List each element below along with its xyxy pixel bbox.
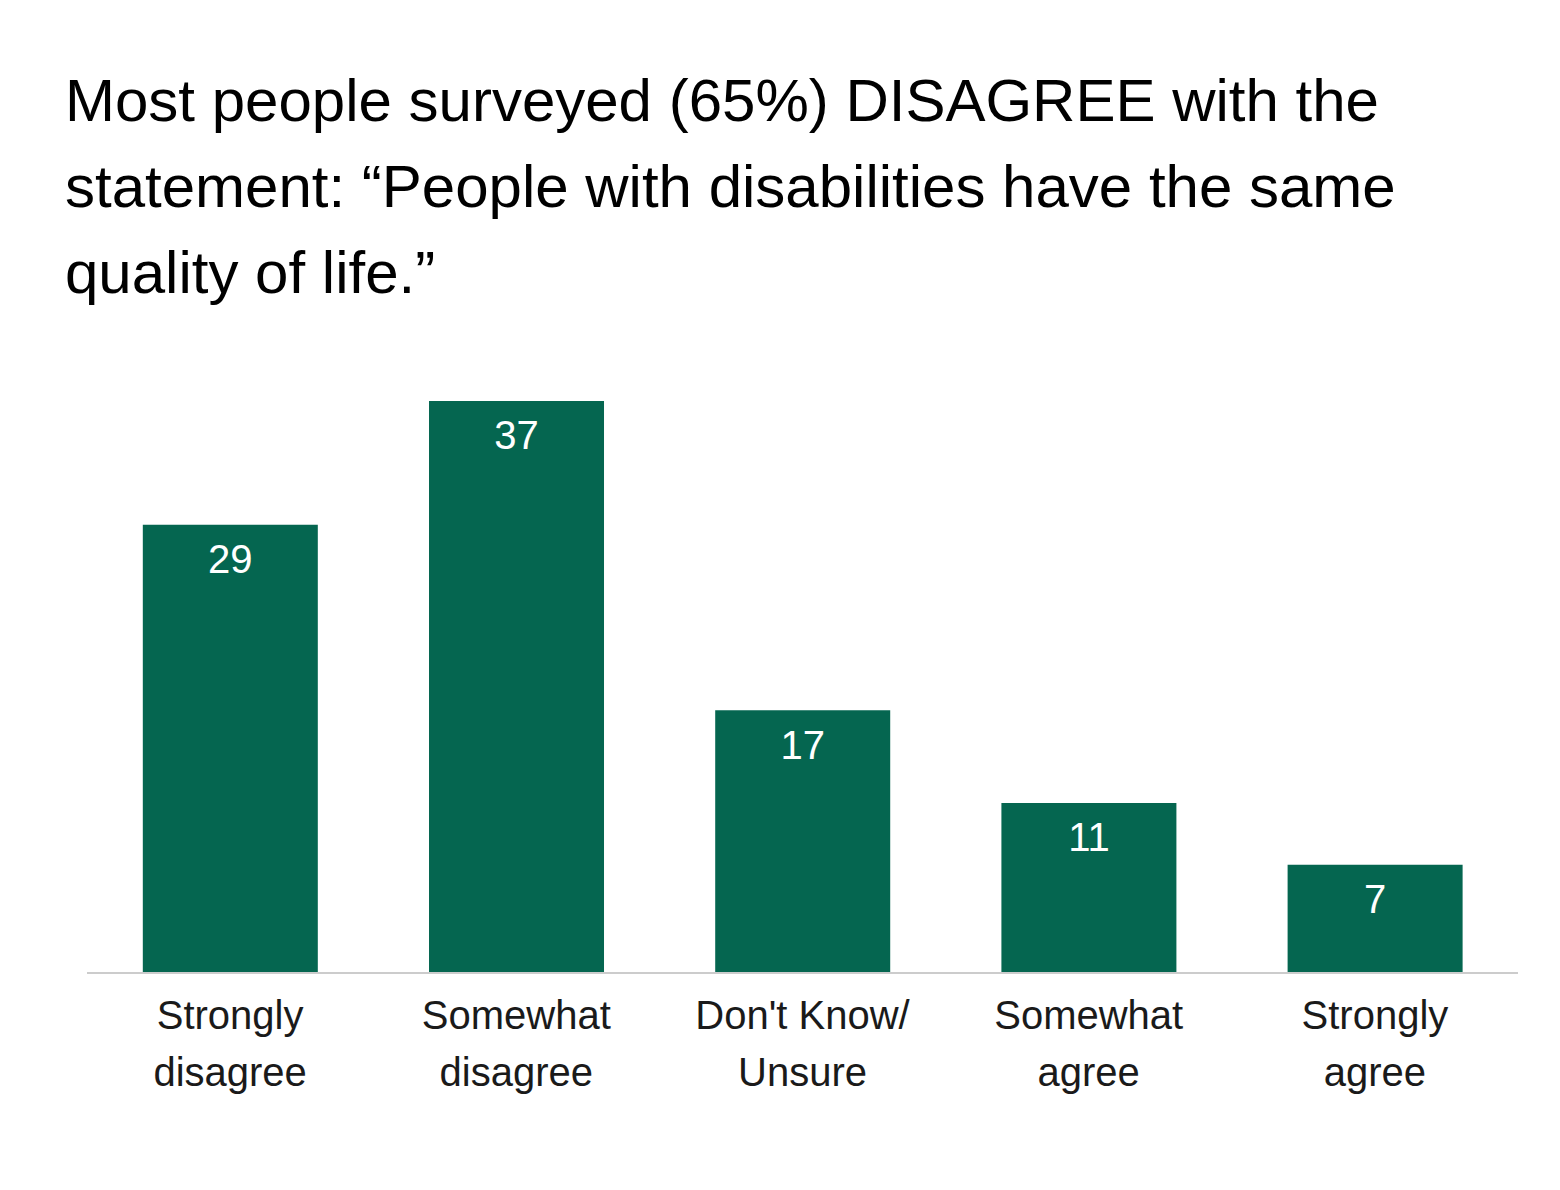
svg-text:agree: agree [1038,1050,1140,1094]
svg-text:17: 17 [780,723,825,767]
svg-text:37: 37 [494,413,539,457]
svg-text:Unsure: Unsure [738,1050,867,1094]
svg-text:29: 29 [208,537,253,581]
svg-text:Don't Know/: Don't Know/ [695,993,910,1037]
html-text:Most people surveyed (65%) DIS: Most people surveyed (65%) DISAGREE with… [65,67,1396,306]
svg-text:Strongly: Strongly [1302,993,1449,1037]
svg-text:agree: agree [1324,1050,1426,1094]
svg-text:disagree: disagree [440,1050,593,1094]
svg-text:Strongly: Strongly [157,993,304,1037]
svg-text:7: 7 [1364,877,1386,921]
svg-text:Somewhat: Somewhat [422,993,611,1037]
svg-text:11: 11 [1068,815,1110,859]
svg-text:disagree: disagree [153,1050,306,1094]
svg-text:Somewhat: Somewhat [994,993,1183,1037]
